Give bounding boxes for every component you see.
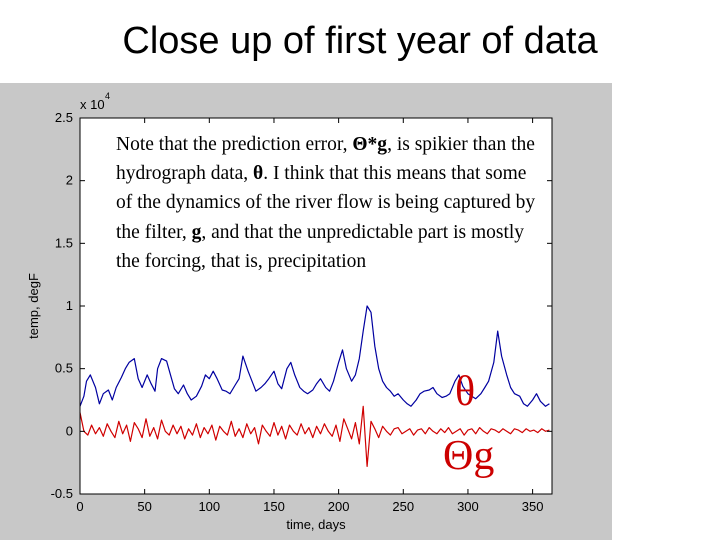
x-tick-label: 350 (522, 499, 544, 514)
y-tick-label: 2.5 (55, 110, 73, 125)
y-axis-label: temp, degF (26, 273, 41, 339)
note-text-2: , is spikier than the hydrograph data, (116, 134, 535, 185)
y-tick-label: 0.5 (55, 361, 73, 376)
y-tick-label: 2 (66, 173, 73, 188)
theta-legend-symbol: θ (455, 369, 476, 415)
y-exponent-label: x 10 (80, 97, 105, 112)
x-tick-label: 0 (76, 499, 83, 514)
y-tick-label: -0.5 (51, 486, 73, 501)
slide-title: Close up of first year of data (122, 20, 598, 62)
y-exponent-power: 4 (105, 91, 110, 101)
y-tick-label: 1.5 (55, 235, 73, 250)
note-theta: θ (253, 163, 264, 185)
series-line-1 (79, 305, 550, 407)
series-group (79, 305, 550, 467)
theta-g-legend-symbol: Θg (443, 433, 495, 479)
annotation-note: Note that the prediction error, Θ*g, is … (116, 130, 536, 276)
note-text-1: Note that the prediction error, (116, 134, 353, 155)
note-text-3: . I think that this means that some of t… (116, 163, 536, 243)
x-axis-label: time, days (286, 517, 346, 532)
axis-ticks: 0 50 100 150 200 250 300 350-0.500.511.522.5 (51, 110, 552, 514)
y-tick-label: 0 (66, 423, 73, 438)
x-tick-label: 300 (457, 499, 479, 514)
note-g: g (191, 221, 202, 243)
note-text-4: , and that the unpredictable part is mos… (116, 221, 525, 272)
x-tick-label: 50 (137, 499, 151, 514)
series-line-2 (79, 405, 550, 467)
x-tick-label: 100 (198, 499, 220, 514)
note-theta-g: Θ*g (352, 134, 388, 155)
x-tick-label: 200 (328, 499, 350, 514)
x-tick-label: 150 (263, 499, 285, 514)
y-tick-label: 1 (66, 298, 73, 313)
x-tick-label: 250 (392, 499, 414, 514)
